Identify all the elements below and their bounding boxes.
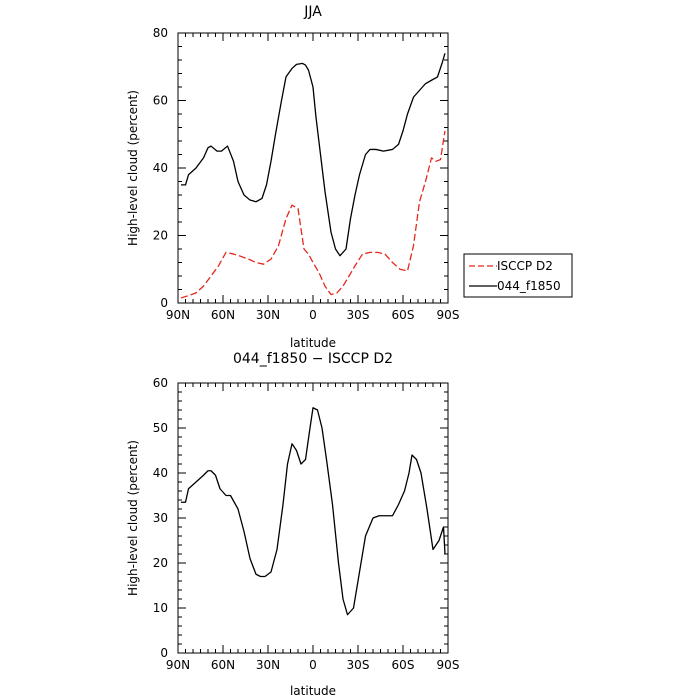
y-tick-label: 60 — [153, 376, 168, 390]
top-plot-frame — [177, 32, 449, 304]
bottom-series-line-0 — [181, 407, 446, 616]
x-tick-label: 0 — [309, 658, 317, 672]
y-tick-label: 60 — [153, 94, 168, 108]
bottom-y-axis-title: High-level cloud (percent) — [126, 440, 140, 596]
bottom-chart-panel: 044_f1850 − ISCCP D2 High-level cloud (p… — [126, 351, 459, 698]
x-tick-label: 30S — [347, 658, 370, 672]
legend: ISCCP D2 044_f1850 — [463, 253, 573, 298]
legend-box — [463, 253, 573, 298]
top-series-line-0 — [180, 130, 446, 299]
y-tick-label: 20 — [153, 229, 168, 243]
top-y-axis-title: High-level cloud (percent) — [126, 90, 140, 246]
x-tick-label: 90N — [166, 658, 190, 672]
y-tick-label: 10 — [153, 601, 168, 615]
x-tick-label: 60S — [392, 308, 415, 322]
x-tick-label: 90N — [166, 308, 190, 322]
x-tick-label: 90S — [437, 658, 460, 672]
x-tick-label: 30N — [256, 308, 280, 322]
y-tick-label: 0 — [160, 296, 168, 310]
x-tick-label: 90S — [437, 308, 460, 322]
x-tick-label: 0 — [309, 308, 317, 322]
y-tick-label: 20 — [153, 556, 168, 570]
bottom-x-axis-title: latitude — [290, 684, 336, 698]
x-tick-label: 30S — [347, 308, 370, 322]
bottom-plot-frame — [177, 382, 449, 654]
bottom-chart-title: 044_f1850 − ISCCP D2 — [233, 351, 393, 367]
y-tick-label: 40 — [153, 161, 168, 175]
top-series-line-1 — [181, 53, 446, 257]
top-x-axis-title: latitude — [290, 336, 336, 350]
y-tick-label: 30 — [153, 511, 168, 525]
top-chart-panel: JJA High-level cloud (percent) latitude … — [126, 4, 459, 350]
y-tick-label: 80 — [153, 26, 168, 40]
legend-label-f1850: 044_f1850 — [497, 279, 561, 293]
y-tick-label: 50 — [153, 421, 168, 435]
y-tick-label: 0 — [160, 646, 168, 660]
legend-label-isccp: ISCCP D2 — [497, 259, 553, 273]
y-tick-label: 40 — [153, 466, 168, 480]
x-tick-label: 60N — [211, 308, 235, 322]
x-tick-label: 30N — [256, 658, 280, 672]
x-tick-label: 60N — [211, 658, 235, 672]
x-tick-label: 60S — [392, 658, 415, 672]
top-chart-title: JJA — [303, 4, 322, 20]
